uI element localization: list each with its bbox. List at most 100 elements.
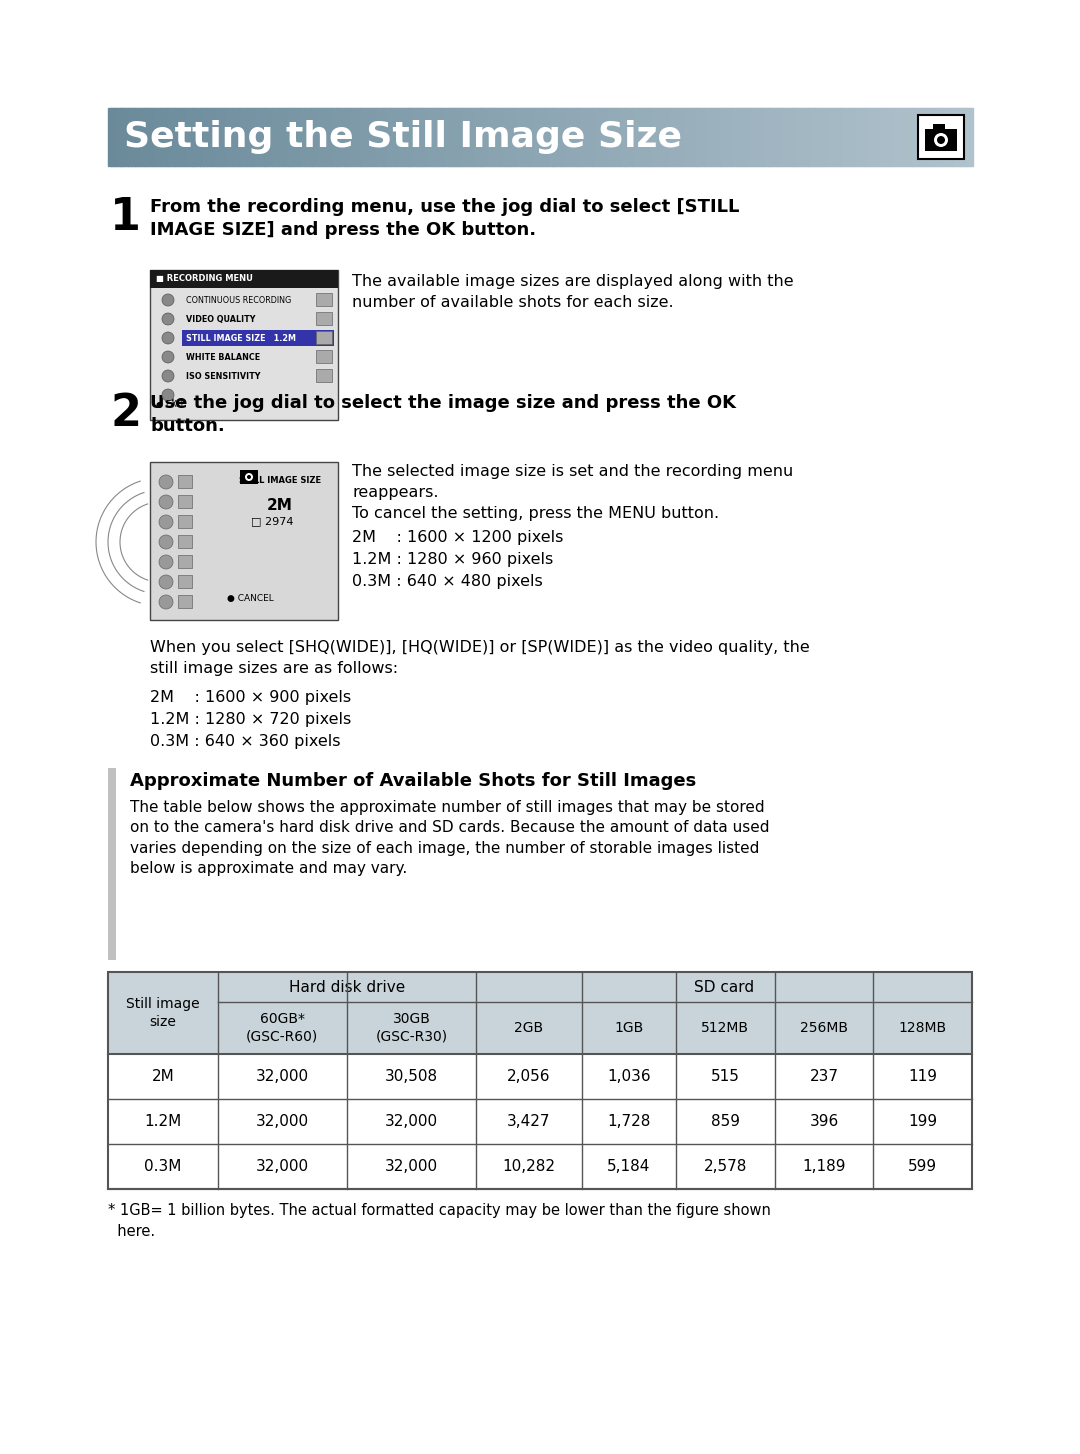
Bar: [949, 108, 953, 166]
Bar: [582, 973, 676, 1054]
Bar: [275, 108, 279, 166]
Bar: [612, 108, 616, 166]
Bar: [676, 973, 774, 1054]
Bar: [165, 108, 170, 166]
Bar: [269, 108, 273, 166]
Bar: [226, 108, 230, 166]
Bar: [649, 108, 653, 166]
Text: 1,728: 1,728: [607, 1114, 650, 1128]
Bar: [589, 108, 593, 166]
Text: CONTINUOUS RECORDING: CONTINUOUS RECORDING: [186, 297, 292, 305]
Bar: [298, 108, 302, 166]
Bar: [255, 108, 259, 166]
Bar: [355, 108, 360, 166]
Bar: [917, 108, 921, 166]
Bar: [926, 108, 930, 166]
Bar: [402, 108, 406, 166]
Text: 199: 199: [908, 1114, 937, 1128]
Bar: [739, 108, 743, 166]
Text: 2M: 2M: [267, 499, 293, 513]
Text: □ 2974: □ 2974: [251, 516, 294, 526]
Bar: [206, 108, 210, 166]
Bar: [163, 108, 166, 166]
Text: 1,189: 1,189: [802, 1159, 846, 1173]
Bar: [889, 108, 892, 166]
Bar: [666, 108, 671, 166]
Bar: [376, 108, 380, 166]
Text: 32,000: 32,000: [386, 1159, 438, 1173]
Bar: [120, 108, 123, 166]
Circle shape: [162, 350, 174, 364]
Bar: [635, 108, 639, 166]
Bar: [834, 108, 838, 166]
Bar: [575, 108, 579, 166]
Bar: [218, 973, 347, 1054]
Text: The table below shows the approximate number of still images that may be stored
: The table below shows the approximate nu…: [130, 800, 769, 877]
Bar: [232, 108, 235, 166]
Bar: [811, 108, 814, 166]
Bar: [782, 108, 786, 166]
Text: 1GB: 1GB: [615, 1021, 644, 1035]
Bar: [854, 108, 858, 166]
Text: Still image
size: Still image size: [126, 997, 200, 1028]
Bar: [224, 108, 227, 166]
Bar: [321, 108, 325, 166]
Bar: [621, 108, 624, 166]
Bar: [632, 108, 636, 166]
Bar: [146, 108, 149, 166]
Bar: [908, 108, 913, 166]
Bar: [868, 108, 873, 166]
Bar: [252, 108, 256, 166]
Bar: [692, 108, 697, 166]
Bar: [428, 108, 432, 166]
Bar: [730, 108, 734, 166]
Bar: [108, 1054, 972, 1099]
Bar: [860, 108, 864, 166]
Bar: [293, 108, 296, 166]
Bar: [178, 595, 192, 608]
Text: 1: 1: [110, 196, 141, 238]
Bar: [765, 108, 769, 166]
Text: 2M    : 1600 × 900 pixels
1.2M : 1280 × 720 pixels
0.3M : 640 × 360 pixels: 2M : 1600 × 900 pixels 1.2M : 1280 × 720…: [150, 691, 351, 749]
Bar: [139, 108, 144, 166]
Circle shape: [162, 332, 174, 345]
Text: 119: 119: [908, 1069, 937, 1085]
Bar: [399, 108, 403, 166]
Bar: [212, 108, 216, 166]
Bar: [831, 108, 835, 166]
Bar: [505, 108, 510, 166]
Text: 2M    : 1600 × 1200 pixels
1.2M : 1280 × 960 pixels
0.3M : 640 × 480 pixels: 2M : 1600 × 1200 pixels 1.2M : 1280 × 96…: [352, 531, 564, 589]
Text: STILL IMAGE SIZE   1.2M: STILL IMAGE SIZE 1.2M: [186, 334, 296, 343]
Bar: [154, 108, 158, 166]
Text: Setting the Still Image Size: Setting the Still Image Size: [124, 121, 681, 154]
Bar: [410, 108, 415, 166]
Bar: [701, 108, 705, 166]
Bar: [773, 108, 778, 166]
Bar: [557, 108, 562, 166]
Bar: [761, 108, 766, 166]
Bar: [172, 108, 175, 166]
Bar: [897, 108, 901, 166]
Bar: [329, 108, 334, 166]
Bar: [388, 108, 391, 166]
Bar: [699, 108, 702, 166]
Bar: [258, 108, 261, 166]
Bar: [759, 108, 762, 166]
Bar: [756, 108, 760, 166]
Circle shape: [162, 390, 174, 401]
Bar: [168, 108, 173, 166]
Bar: [272, 108, 276, 166]
Bar: [234, 108, 239, 166]
Bar: [194, 108, 199, 166]
Bar: [347, 108, 351, 166]
Circle shape: [159, 475, 173, 489]
Bar: [592, 108, 596, 166]
Bar: [848, 108, 852, 166]
Bar: [523, 108, 527, 166]
Bar: [143, 108, 147, 166]
Bar: [955, 108, 959, 166]
Bar: [733, 108, 737, 166]
Bar: [379, 108, 382, 166]
Text: When you select [SHQ(WIDE)], [HQ(WIDE)] or [SP(WIDE)] as the video quality, the
: When you select [SHQ(WIDE)], [HQ(WIDE)] …: [150, 640, 810, 676]
Bar: [316, 350, 332, 364]
